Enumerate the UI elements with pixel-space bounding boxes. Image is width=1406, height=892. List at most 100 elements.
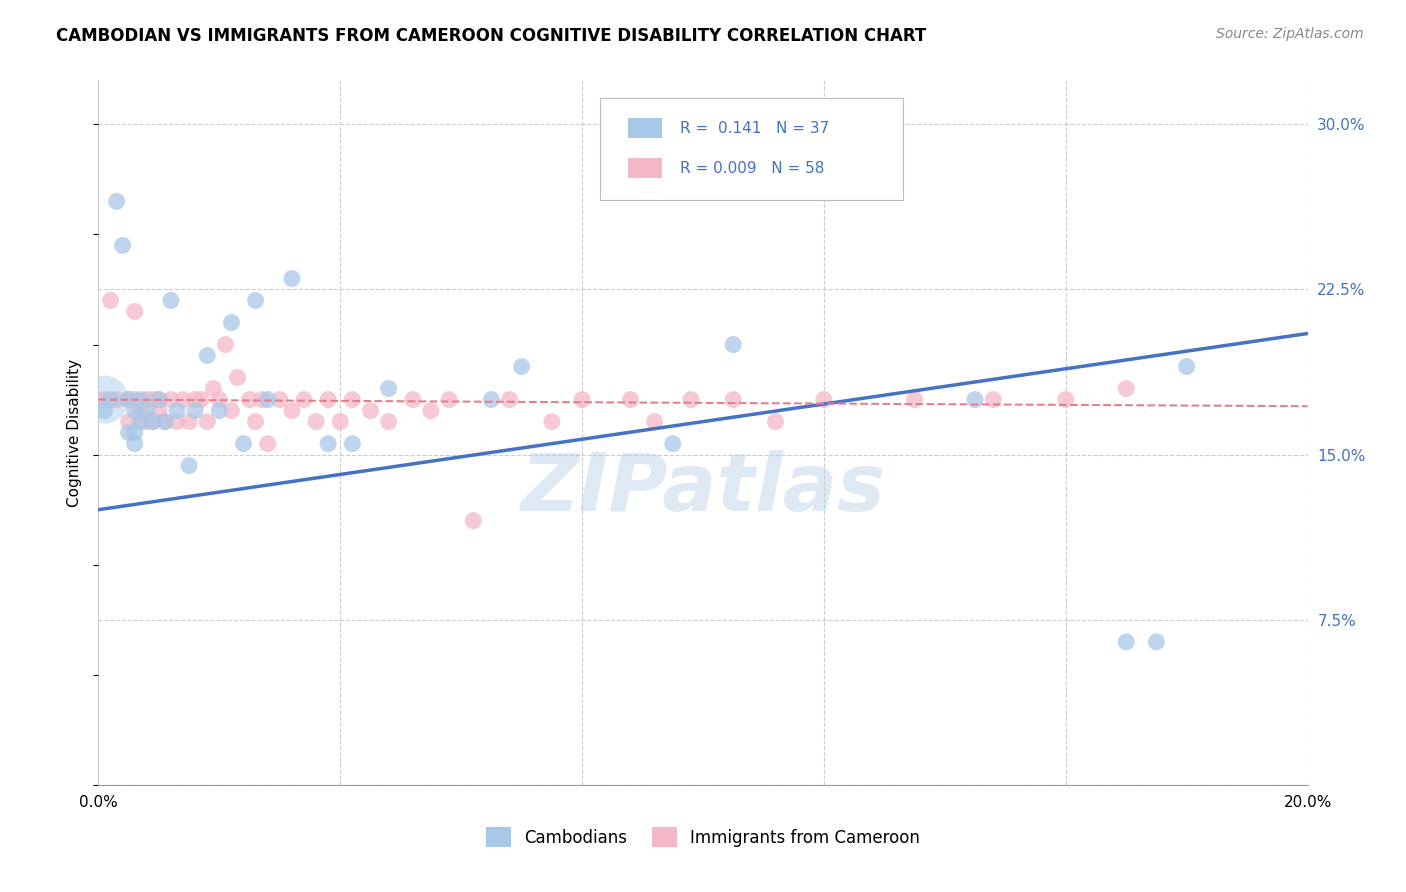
Point xyxy=(463,514,485,528)
Point xyxy=(118,415,141,429)
Point xyxy=(250,392,273,407)
Point xyxy=(316,392,339,407)
Point xyxy=(184,392,207,407)
Point xyxy=(481,392,503,407)
Point xyxy=(93,403,115,417)
Point xyxy=(965,392,987,407)
Point xyxy=(148,392,170,407)
Point xyxy=(166,403,188,417)
Point xyxy=(904,392,927,407)
Point xyxy=(245,293,267,308)
Point xyxy=(1175,359,1198,374)
Text: R =  0.141   N = 37: R = 0.141 N = 37 xyxy=(681,120,830,136)
Point xyxy=(124,304,146,318)
Point xyxy=(305,415,328,429)
Point xyxy=(160,392,183,407)
Point xyxy=(540,415,562,429)
Point xyxy=(292,392,315,407)
Point xyxy=(245,415,267,429)
Point xyxy=(124,425,146,440)
Point xyxy=(195,415,218,429)
FancyBboxPatch shape xyxy=(628,159,662,178)
Point xyxy=(377,415,399,429)
Point xyxy=(661,436,683,450)
Point xyxy=(100,293,122,308)
Point xyxy=(360,403,382,417)
Text: CAMBODIAN VS IMMIGRANTS FROM CAMEROON COGNITIVE DISABILITY CORRELATION CHART: CAMBODIAN VS IMMIGRANTS FROM CAMEROON CO… xyxy=(56,27,927,45)
Point xyxy=(377,382,399,396)
Y-axis label: Cognitive Disability: Cognitive Disability xyxy=(67,359,83,507)
Point xyxy=(269,392,291,407)
Point xyxy=(129,415,152,429)
Point xyxy=(1054,392,1077,407)
Text: R = 0.009   N = 58: R = 0.009 N = 58 xyxy=(681,161,824,176)
Point xyxy=(153,415,176,429)
Point xyxy=(111,238,134,252)
Point xyxy=(214,337,236,351)
Point xyxy=(160,293,183,308)
Point xyxy=(437,392,460,407)
Point xyxy=(765,415,787,429)
Point xyxy=(100,392,122,407)
Point xyxy=(93,392,115,407)
Point xyxy=(571,392,593,407)
Point xyxy=(256,392,278,407)
Point xyxy=(723,337,745,351)
Point xyxy=(420,403,443,417)
Point xyxy=(329,415,352,429)
FancyBboxPatch shape xyxy=(628,119,662,138)
Point xyxy=(172,392,194,407)
Point xyxy=(256,436,278,450)
Point xyxy=(166,415,188,429)
Text: ZIPatlas: ZIPatlas xyxy=(520,450,886,528)
Point xyxy=(142,415,165,429)
Point xyxy=(184,403,207,417)
Point xyxy=(281,271,304,285)
Point xyxy=(148,392,170,407)
Point xyxy=(142,392,165,407)
FancyBboxPatch shape xyxy=(600,98,903,200)
Point xyxy=(723,392,745,407)
Point xyxy=(202,382,225,396)
Point xyxy=(129,415,152,429)
Point xyxy=(179,415,201,429)
Point xyxy=(179,458,201,473)
Point xyxy=(142,415,165,429)
Point xyxy=(1115,635,1137,649)
Point xyxy=(135,415,157,429)
Point xyxy=(221,403,243,417)
Point xyxy=(124,392,146,407)
Point xyxy=(510,359,533,374)
Point xyxy=(239,392,262,407)
Point xyxy=(129,403,152,417)
Point xyxy=(153,415,176,429)
Point xyxy=(129,392,152,407)
Point xyxy=(619,392,641,407)
Point xyxy=(402,392,425,407)
Point xyxy=(342,392,364,407)
Point xyxy=(813,392,835,407)
Point xyxy=(316,436,339,450)
Point xyxy=(124,436,146,450)
Point xyxy=(93,392,115,407)
Point xyxy=(208,392,231,407)
Point xyxy=(124,403,146,417)
Point xyxy=(190,392,212,407)
Point xyxy=(118,392,141,407)
Point xyxy=(105,194,128,209)
Point xyxy=(195,349,218,363)
Point xyxy=(118,392,141,407)
Point xyxy=(118,425,141,440)
Point xyxy=(342,436,364,450)
Point xyxy=(226,370,249,384)
Text: Source: ZipAtlas.com: Source: ZipAtlas.com xyxy=(1216,27,1364,41)
Point xyxy=(498,392,520,407)
Point xyxy=(1144,635,1167,649)
Point xyxy=(281,403,304,417)
Legend: Cambodians, Immigrants from Cameroon: Cambodians, Immigrants from Cameroon xyxy=(479,821,927,855)
Point xyxy=(981,392,1004,407)
Point xyxy=(135,392,157,407)
Point xyxy=(1115,382,1137,396)
Point xyxy=(644,415,666,429)
Point xyxy=(208,403,231,417)
